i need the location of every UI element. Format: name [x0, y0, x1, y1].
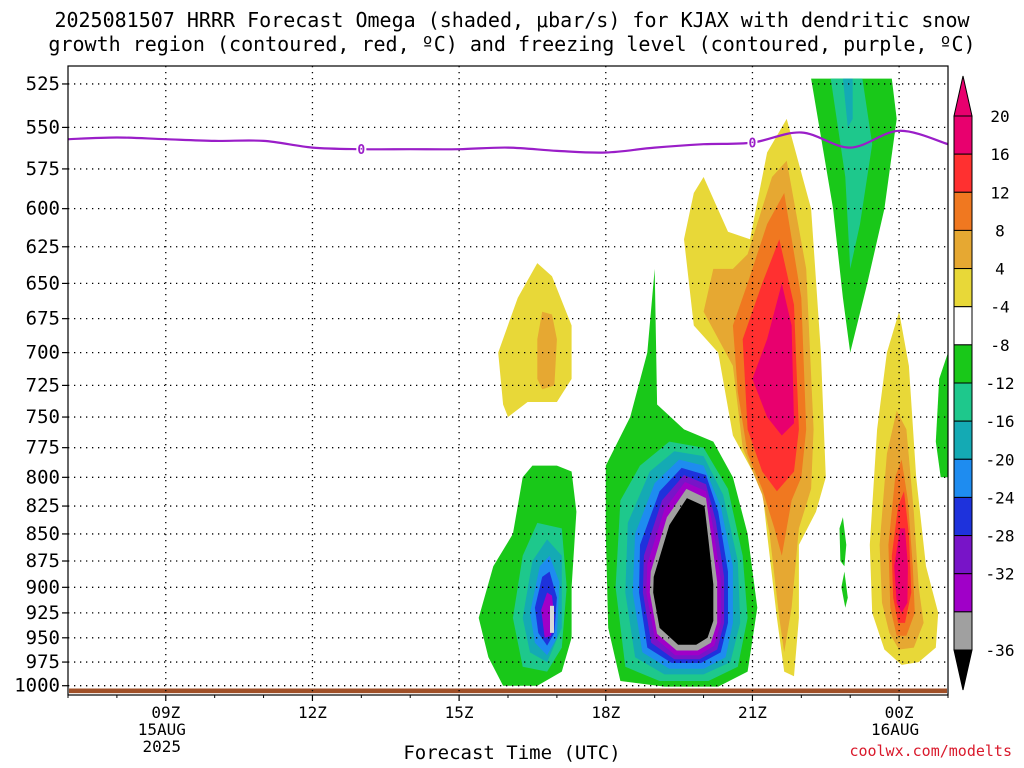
y-tick-label: 700: [26, 342, 60, 364]
y-tick-label: 925: [26, 602, 60, 624]
y-tick-label: 900: [26, 576, 60, 598]
omega-region-green-tiny-2245: [841, 571, 848, 608]
colorbar-label: -32: [986, 565, 1015, 584]
omega-region-green-right-edge: [935, 352, 948, 478]
x-tick-label: 00Z: [885, 703, 914, 722]
omega-region-black-19z: [653, 498, 714, 645]
y-tick-label: 850: [26, 523, 60, 545]
y-tick-label: 575: [26, 158, 60, 180]
colorbar-swatch: [953, 191, 973, 231]
colorbar-swatch: [953, 268, 973, 308]
chart-subtitle: growth region (contoured, red, ºC) and f…: [48, 32, 976, 56]
omega-shaded-regions: [478, 78, 948, 687]
y-tick-label: 825: [26, 495, 60, 517]
colorbar-swatch: [953, 115, 973, 155]
colorbar-label: -24: [986, 488, 1015, 507]
surface-strip: [69, 688, 947, 694]
colorbar-label: -36: [986, 641, 1015, 660]
colorbar-swatch: [953, 382, 973, 422]
colorbar-swatch: [953, 573, 973, 613]
colorbar-label: 16: [990, 145, 1009, 164]
x-tick-label: 15Z: [445, 703, 474, 722]
x-axis-label: Forecast Time (UTC): [403, 742, 621, 764]
x-tick-label: 12Z: [298, 703, 327, 722]
y-tick-label: 725: [26, 374, 60, 396]
freezing-label-bg: [747, 134, 758, 150]
colorbar-label: -28: [986, 527, 1015, 546]
freezing-level-label: 0: [749, 137, 757, 152]
colorbar: 20 16 12 8 4 -4 -8 -12 -16 -20 -24 -28 -32 -36: [953, 75, 1015, 691]
colorbar-label: -20: [986, 450, 1015, 469]
y-tick-label: 950: [26, 627, 60, 649]
colorbar-swatch: [953, 344, 973, 384]
omega-region-green-tiny-2230: [839, 517, 847, 567]
y-tick-label: 750: [26, 406, 60, 428]
freezing-level-label: 0: [357, 143, 365, 158]
x-tick-year: 2025: [143, 737, 182, 756]
y-tick-label: 1000: [14, 675, 60, 697]
omega-region-teal-23z: [830, 78, 873, 269]
x-tick-label: 18Z: [591, 703, 620, 722]
colorbar-swatch: [953, 306, 973, 346]
omega-region-orange-16z: [537, 311, 557, 390]
x-tick-date: 16AUG: [871, 720, 919, 739]
colorbar-top-arrow: [953, 75, 973, 117]
y-tick-label: 625: [26, 236, 60, 258]
colorbar-label: 4: [995, 260, 1005, 279]
colorbar-swatch: [953, 153, 973, 193]
omega-region-yellow-16z: [498, 263, 572, 417]
colorbar-bottom-arrow: [953, 649, 973, 691]
colorbar-label: 12: [990, 183, 1009, 202]
chart-title: 2025081507 HRRR Forecast Omega (shaded, …: [54, 8, 970, 32]
omega-region-cyan-23z: [842, 78, 853, 128]
colorbar-swatch: [953, 496, 973, 537]
colorbar-label: -8: [990, 336, 1009, 355]
omega-region-magenta-21z: [752, 283, 794, 436]
colorbar-label: -16: [986, 412, 1015, 431]
y-tick-label: 875: [26, 550, 60, 572]
y-tick-label: 675: [26, 308, 60, 330]
y-tick-label: 775: [26, 437, 60, 459]
x-tick-label: 21Z: [738, 703, 767, 722]
credit-text: coolwx.com/modelts: [849, 742, 1012, 760]
y-tick-label: 600: [26, 198, 60, 220]
surface-strip-layer: [69, 688, 947, 694]
y-tick-label: 800: [26, 466, 60, 488]
x-tick-date: 15AUG: [138, 720, 186, 739]
y-tick-label: 975: [26, 651, 60, 673]
freezing-level-line: [68, 129, 948, 154]
y-tick-label: 650: [26, 272, 60, 294]
y-tick-label: 525: [26, 73, 60, 95]
colorbar-swatch: [953, 611, 973, 651]
colorbar-swatch: [953, 229, 973, 270]
y-axis: 525 550 575 600 625 650 675 700 725 750 775 800 825 8…: [14, 73, 68, 697]
colorbar-label: 20: [990, 107, 1009, 126]
colorbar-label: -12: [986, 374, 1015, 393]
colorbar-label: -4: [990, 298, 1009, 317]
colorbar-swatch: [953, 458, 973, 498]
x-tick-label: 09Z: [151, 703, 180, 722]
omega-region-magenta-00z: [894, 528, 908, 613]
y-tick-label: 550: [26, 116, 60, 138]
colorbar-swatch: [953, 535, 973, 575]
colorbar-swatch: [953, 420, 973, 460]
freezing-label-bg: [356, 141, 367, 157]
colorbar-label: 8: [995, 221, 1005, 240]
